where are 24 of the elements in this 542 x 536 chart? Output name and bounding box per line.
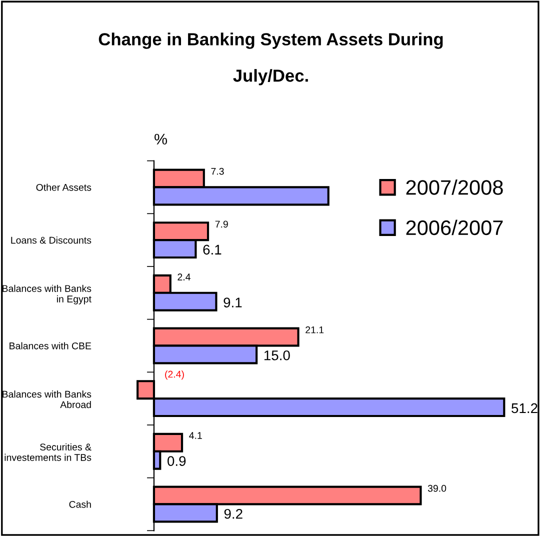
data-label: 21.1 xyxy=(306,326,324,334)
y-tick-label: Other Assets xyxy=(36,184,92,191)
chart-title: Change in Banking System Assets During July/Dec. xyxy=(98,32,443,86)
data-label: 39.0 xyxy=(428,484,446,492)
data-label: 7.3 xyxy=(211,168,224,175)
data-label: 0.9 xyxy=(168,456,186,466)
y-axis-title: % xyxy=(154,134,168,145)
y-tick-label: Cash xyxy=(69,500,91,508)
data-label: (2.4) xyxy=(165,370,184,380)
legend-label: 2006/2007 xyxy=(406,220,503,236)
data-label: 51.2 xyxy=(512,403,538,414)
y-tick-label: Balances with Banks in Egypt xyxy=(2,284,92,304)
y-tick-label: Loans & Discounts xyxy=(11,236,92,244)
y-tick-label: Balances with CBE xyxy=(10,342,92,350)
y-tick-label: Securities & investements in TBs xyxy=(4,443,92,461)
data-label: 15.0 xyxy=(264,350,290,360)
data-label: 7.9 xyxy=(215,220,228,228)
data-label: 9.1 xyxy=(224,298,242,308)
data-label: 4.1 xyxy=(189,432,202,439)
legend-label: 2007/2008 xyxy=(406,180,503,195)
data-label: 9.2 xyxy=(224,508,242,519)
y-tick-label: Balances with Banks Abroad xyxy=(2,390,92,408)
data-label: 2.4 xyxy=(178,274,190,280)
data-label: 6.1 xyxy=(203,244,222,255)
